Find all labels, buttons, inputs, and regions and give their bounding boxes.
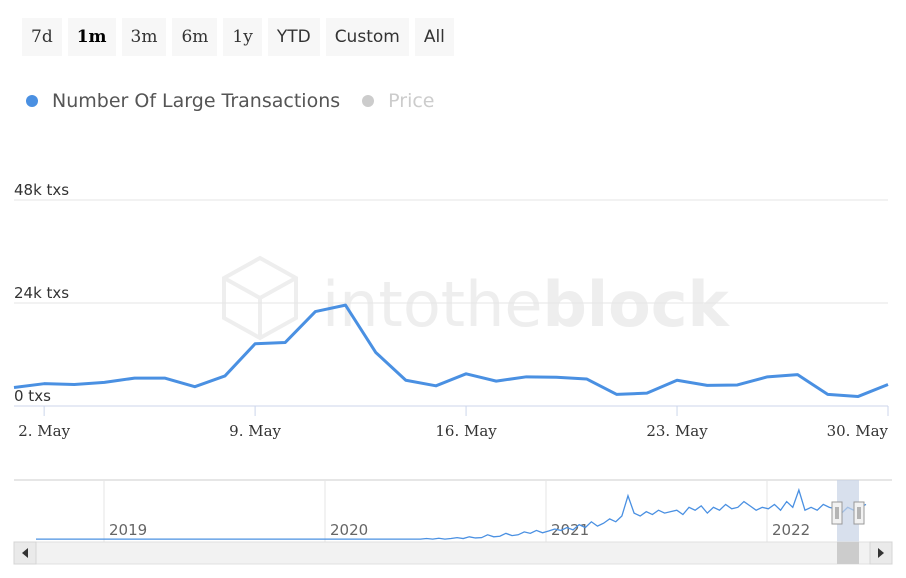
main-chart: intotheblock 0 txs 24k txs 48k txs 2. May 9… [13, 181, 889, 440]
navigator: 2019 2020 2021 2022 [13, 479, 893, 565]
navigator-year-label: 2022 [772, 521, 810, 539]
arrow-left-icon [22, 548, 28, 558]
legend-item-price[interactable]: Price [362, 90, 435, 112]
legend-label: Price [388, 90, 435, 112]
legend-marker [26, 95, 38, 107]
navigator-years: 2019 2020 2021 2022 [109, 521, 810, 539]
range-1y-button[interactable]: 1y [223, 18, 262, 56]
x-tick-label: 9. May [229, 422, 281, 440]
x-tick-label: 2. May [18, 422, 70, 440]
range-ytd-button[interactable]: YTD [267, 18, 320, 56]
y-tick-label: 24k txs [14, 284, 69, 302]
range-7d-button[interactable]: 7d [22, 18, 62, 56]
scroll-right-button[interactable] [869, 541, 893, 565]
scroll-left-button[interactable] [13, 541, 37, 565]
series-line-large-transactions[interactable] [13, 303, 889, 399]
navigator-year-label: 2020 [330, 521, 368, 539]
x-tick-label: 23. May [646, 422, 708, 440]
x-axis: 2. May 9. May 16. May 23. May 30. May [14, 405, 889, 440]
range-all-button[interactable]: All [414, 18, 454, 56]
legend-label: Number Of Large Transactions [52, 90, 341, 112]
range-6m-button[interactable]: 6m [172, 18, 218, 56]
navigator-selection[interactable] [837, 480, 859, 558]
navigator-scrollbar[interactable] [13, 541, 893, 565]
legend-marker [362, 95, 375, 107]
y-tick-label: 0 txs [14, 387, 51, 405]
y-axis: 0 txs 24k txs 48k txs [14, 181, 69, 405]
range-selector: 7d 1m 3m 6m 1y YTD Custom All [22, 18, 454, 56]
legend-item-large-transactions[interactable]: Number Of Large Transactions [26, 90, 340, 112]
watermark-text: intotheblock [322, 268, 730, 341]
watermark: intotheblock [222, 255, 730, 341]
range-1m-button[interactable]: 1m [67, 18, 116, 56]
chart-legend: Number Of Large Transactions Price [26, 90, 435, 112]
x-tick-label: 16. May [435, 422, 497, 440]
x-tick-label: 30. May [827, 422, 889, 440]
scrollbar-thumb[interactable] [837, 542, 859, 564]
range-3m-button[interactable]: 3m [121, 18, 167, 56]
navigator-series-line [36, 487, 867, 540]
navigator-year-label: 2019 [109, 521, 147, 539]
navigator-series [36, 487, 867, 540]
series-layer [13, 303, 889, 399]
range-custom-button[interactable]: Custom [325, 18, 409, 56]
grid [14, 199, 888, 304]
navigator-handle-right[interactable] [853, 501, 865, 525]
y-tick-label: 48k txs [14, 181, 69, 199]
watermark-logo-icon [222, 255, 298, 341]
arrow-right-icon [878, 548, 884, 558]
navigator-handle-left[interactable] [831, 501, 843, 525]
